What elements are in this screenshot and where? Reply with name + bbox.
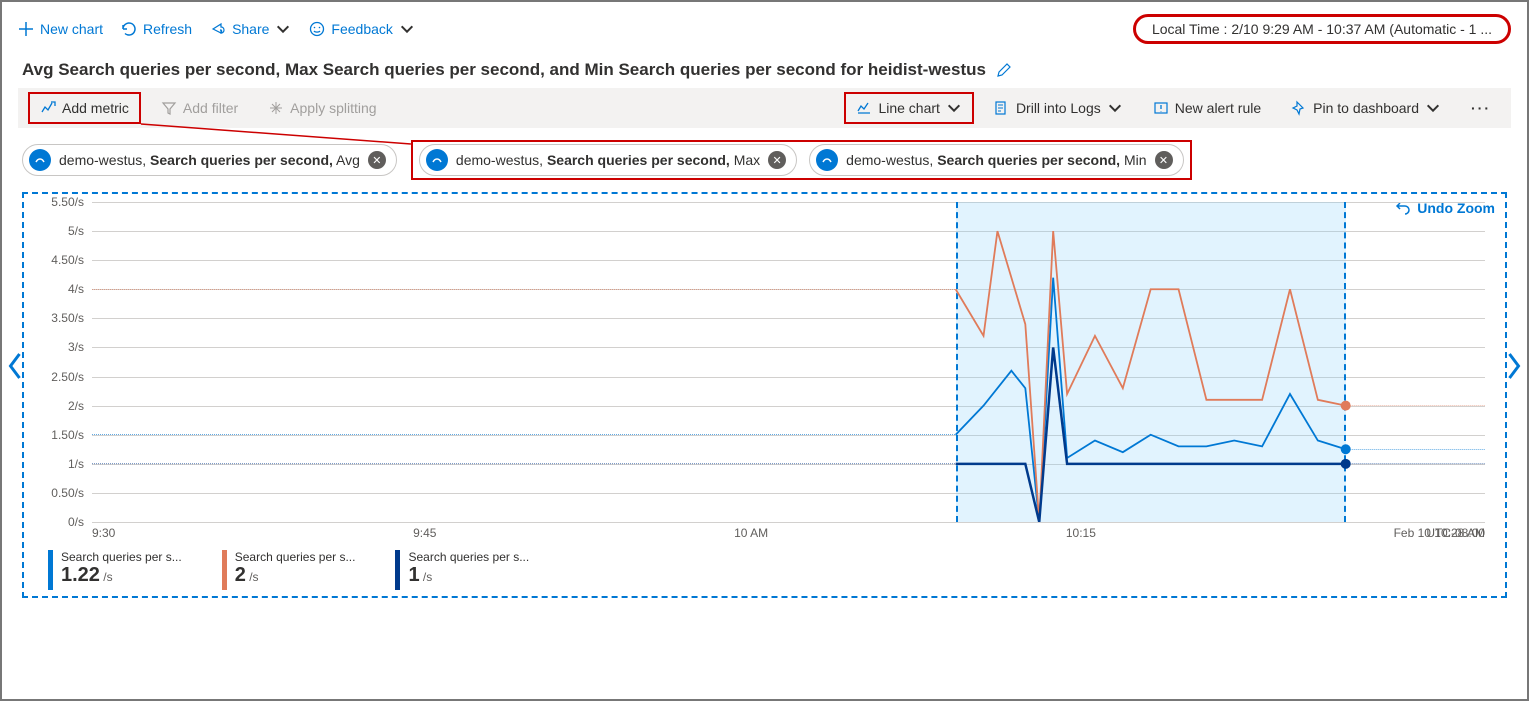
- resource-icon: [816, 149, 838, 171]
- chart-type-label: Line chart: [878, 100, 939, 116]
- chart-frame: Undo Zoom 5.50/s5/s4.50/s4/s3.50/s3/s2.5…: [22, 192, 1507, 598]
- apply-splitting-button[interactable]: Apply splitting: [258, 94, 386, 122]
- plus-icon: [18, 21, 34, 37]
- pin-icon: [1291, 100, 1307, 116]
- remove-pill-icon[interactable]: ✕: [368, 151, 386, 169]
- smile-icon: [309, 21, 325, 37]
- new-alert-label: New alert rule: [1175, 100, 1261, 116]
- resource-icon: [29, 149, 51, 171]
- metric-pill-min[interactable]: demo-westus, Search queries per second, …: [809, 144, 1183, 176]
- more-button[interactable]: ···: [1461, 94, 1501, 122]
- new-chart-button[interactable]: New chart: [18, 21, 103, 37]
- feedback-button[interactable]: Feedback: [309, 21, 414, 37]
- drill-logs-label: Drill into Logs: [1016, 100, 1101, 116]
- pin-dashboard-label: Pin to dashboard: [1313, 100, 1419, 116]
- apply-splitting-label: Apply splitting: [290, 100, 376, 116]
- chart-title: Avg Search queries per second, Max Searc…: [22, 60, 986, 80]
- prev-chart-chevron[interactable]: [6, 351, 24, 381]
- legend-row: Search queries per s...1.22 /s Search que…: [48, 550, 1487, 590]
- refresh-icon: [121, 21, 137, 37]
- add-filter-button[interactable]: Add filter: [151, 94, 248, 122]
- chart-title-row: Avg Search queries per second, Max Searc…: [8, 50, 1521, 84]
- metric-pill-max[interactable]: demo-westus, Search queries per second, …: [419, 144, 797, 176]
- chevron-down-icon: [1425, 100, 1441, 116]
- logs-icon: [994, 100, 1010, 116]
- legend-item[interactable]: Search queries per s...2 /s: [222, 550, 356, 590]
- metric-pill-avg[interactable]: demo-westus, Search queries per second, …: [22, 144, 397, 176]
- metric-pills-row: demo-westus, Search queries per second, …: [8, 132, 1521, 188]
- share-label: Share: [232, 21, 269, 37]
- chart-plot-area[interactable]: 5.50/s5/s4.50/s4/s3.50/s3/s2.50/s2/s1.50…: [92, 202, 1485, 522]
- line-chart-icon: [856, 100, 872, 116]
- pin-dashboard-button[interactable]: Pin to dashboard: [1281, 94, 1451, 122]
- drill-logs-button[interactable]: Drill into Logs: [984, 94, 1133, 122]
- refresh-button[interactable]: Refresh: [121, 21, 192, 37]
- chart-type-button[interactable]: Line chart: [844, 92, 973, 124]
- x-axis-labels: 9:309:4510 AM10:15Feb 10 10:28 AMUTC-08:…: [92, 522, 1485, 540]
- top-toolbar: New chart Refresh Share Feedback Local T…: [8, 8, 1521, 50]
- splitting-icon: [268, 100, 284, 116]
- add-metric-icon: [40, 100, 56, 116]
- remove-pill-icon[interactable]: ✕: [768, 151, 786, 169]
- share-button[interactable]: Share: [210, 21, 291, 37]
- legend-item[interactable]: Search queries per s...1.22 /s: [48, 550, 182, 590]
- add-metric-label: Add metric: [62, 100, 129, 116]
- remove-pill-icon[interactable]: ✕: [1155, 151, 1173, 169]
- chart-action-bar: Add metric Add filter Apply splitting Li…: [18, 88, 1511, 128]
- share-icon: [210, 21, 226, 37]
- refresh-label: Refresh: [143, 21, 192, 37]
- chevron-down-icon: [399, 21, 415, 37]
- time-range-pill[interactable]: Local Time : 2/10 9:29 AM - 10:37 AM (Au…: [1133, 14, 1511, 44]
- resource-icon: [426, 149, 448, 171]
- chart-markers-svg: [92, 202, 1485, 522]
- feedback-label: Feedback: [331, 21, 392, 37]
- chevron-down-icon: [1107, 100, 1123, 116]
- add-metric-button[interactable]: Add metric: [28, 92, 141, 124]
- y-axis-labels: 5.50/s5/s4.50/s4/s3.50/s3/s2.50/s2/s1.50…: [38, 202, 88, 522]
- next-chart-chevron[interactable]: [1505, 351, 1523, 381]
- chevron-down-icon: [946, 100, 962, 116]
- chevron-down-icon: [275, 21, 291, 37]
- pencil-icon[interactable]: [996, 62, 1012, 78]
- new-alert-button[interactable]: New alert rule: [1143, 94, 1271, 122]
- alert-icon: [1153, 100, 1169, 116]
- filter-icon: [161, 100, 177, 116]
- legend-item[interactable]: Search queries per s...1 /s: [395, 550, 529, 590]
- new-chart-label: New chart: [40, 21, 103, 37]
- highlighted-pills-group: demo-westus, Search queries per second, …: [411, 140, 1192, 180]
- add-filter-label: Add filter: [183, 100, 238, 116]
